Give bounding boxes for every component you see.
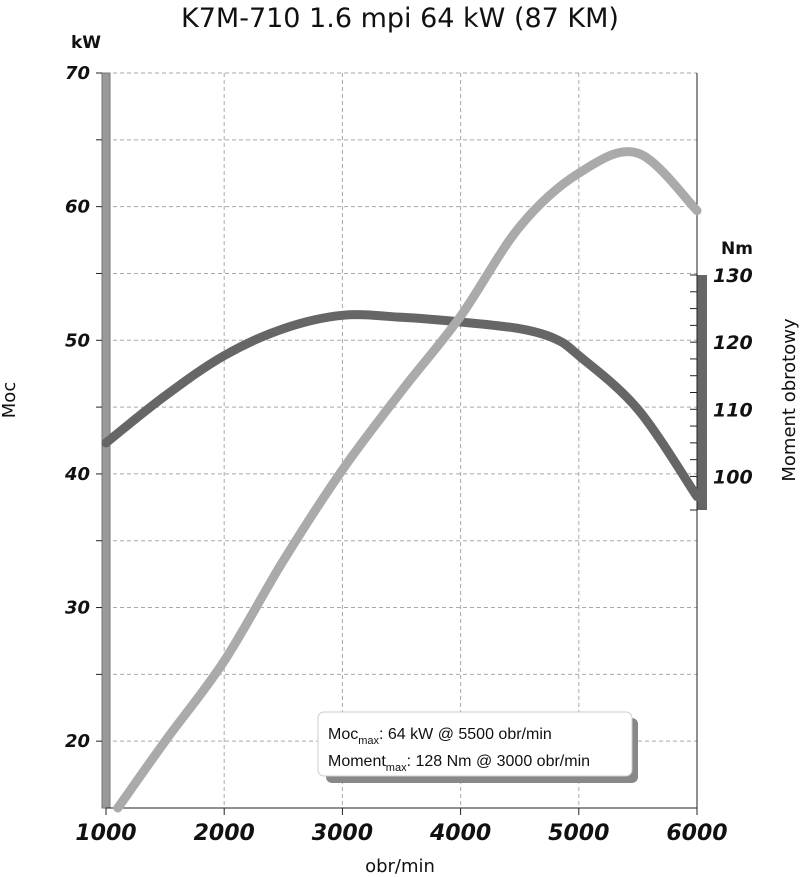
chart-title: K7M-710 1.6 mpi 64 kW (87 KM) <box>181 3 619 34</box>
power-curve-line <box>113 147 702 813</box>
left-tick-label: 70 <box>65 63 90 84</box>
x-tick-label: 6000 <box>666 821 727 846</box>
left-axis-unit: kW <box>71 33 101 53</box>
note-box <box>317 711 633 777</box>
right-tick-label: 100 <box>713 466 753 488</box>
right-axis-label: Moment obrotowy <box>779 318 800 482</box>
left-tick-label: 40 <box>64 464 90 485</box>
left-tick-label: 20 <box>65 731 90 752</box>
right-axis-ticks: 100 110 120 130 <box>690 265 753 511</box>
right-tick-label: 110 <box>713 399 753 421</box>
x-tick-label: 5000 <box>548 821 609 846</box>
right-axis-bar <box>697 275 707 510</box>
x-tick-label: 4000 <box>429 821 491 846</box>
left-tick-label: 60 <box>65 197 90 218</box>
left-axis-ticks: 20 30 40 50 60 70 <box>64 63 102 752</box>
right-axis-unit: Nm <box>721 239 753 259</box>
series-layer <box>101 147 702 813</box>
x-tick-label: 2000 <box>194 821 255 846</box>
left-tick-label: 30 <box>65 598 90 619</box>
left-axis-label: Moc <box>0 382 20 418</box>
note-line-torque: Momentmax: 128 Nm @ 3000 obr/min <box>328 753 590 774</box>
max-values-note: Mocmax: 64 kW @ 5500 obr/min Momentmax: … <box>317 711 638 783</box>
x-axis-ticks: 1000 2000 3000 4000 5000 6000 <box>75 808 728 846</box>
x-tick-label: 1000 <box>75 821 136 846</box>
right-tick-label: 130 <box>713 265 753 287</box>
right-tick-label: 120 <box>713 332 753 354</box>
left-tick-label: 50 <box>65 330 90 351</box>
note-line-power: Mocmax: 64 kW @ 5500 obr/min <box>328 726 552 747</box>
x-axis-label: obr/min <box>365 856 435 877</box>
torque-curve-line <box>101 310 702 502</box>
x-tick-label: 3000 <box>312 821 373 846</box>
